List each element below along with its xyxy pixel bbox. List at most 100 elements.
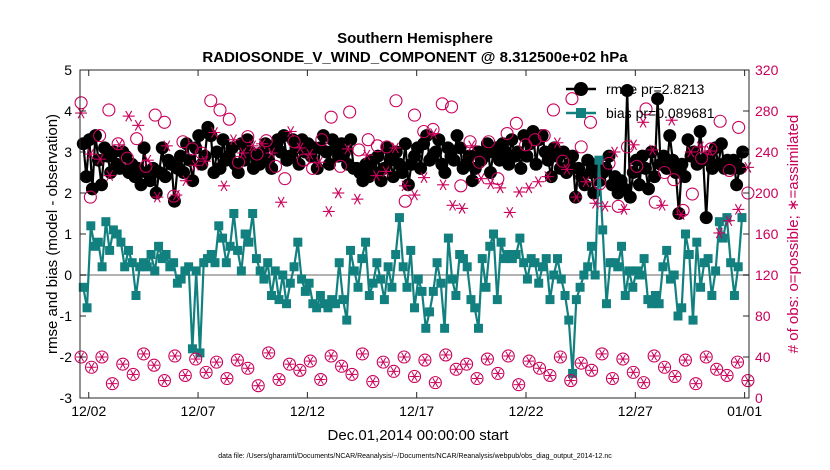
bias-point xyxy=(703,254,713,264)
asterisk-stroke xyxy=(547,370,553,381)
assimilated-point xyxy=(430,378,441,388)
bias-point xyxy=(515,233,525,243)
asterisk-stroke xyxy=(344,143,352,155)
possible-point xyxy=(626,365,640,379)
bias-point xyxy=(436,278,446,288)
possible-point xyxy=(111,137,125,151)
asterisk-stroke xyxy=(494,368,501,378)
asterisk-stroke xyxy=(534,176,542,188)
asterisk-stroke xyxy=(230,134,237,146)
possible-point xyxy=(470,371,484,386)
possible-point xyxy=(157,115,171,129)
rmse-point xyxy=(401,178,415,192)
asterisk-stroke xyxy=(487,178,495,190)
asterisk-stroke xyxy=(249,140,257,152)
bias-point xyxy=(425,307,435,317)
rmse-point xyxy=(730,178,744,192)
bias-point xyxy=(101,217,111,227)
bias-point xyxy=(142,262,152,272)
bias-point xyxy=(263,258,273,268)
assimilated-point xyxy=(560,163,573,175)
possible-point xyxy=(282,357,297,371)
asterisk-stroke xyxy=(307,356,314,366)
possible-point xyxy=(130,132,144,146)
asterisk-stroke xyxy=(567,375,574,386)
assimilated-point xyxy=(357,349,368,359)
bias-point xyxy=(590,270,600,280)
possible-point xyxy=(500,127,514,141)
possible-point xyxy=(537,129,551,143)
assimilated-point xyxy=(607,373,618,384)
bias-point xyxy=(191,266,201,276)
bias-point xyxy=(534,278,544,288)
assimilated-point xyxy=(617,354,628,364)
right-y-axis-label: # of obs: o=possible; ∗=assimilated xyxy=(785,115,802,354)
possible-point xyxy=(602,156,616,170)
asterisk-stroke xyxy=(715,227,723,239)
possible-point xyxy=(352,143,366,157)
rmse-point xyxy=(693,125,707,138)
possible-point xyxy=(741,374,755,388)
chart-title-line2: RADIOSONDE_V_WIND_COMPONENT @ 8.312500e+… xyxy=(202,49,628,66)
possible-point xyxy=(222,112,236,126)
assimilated-point xyxy=(389,142,402,154)
bias-point xyxy=(568,368,578,378)
asterisk-stroke xyxy=(125,110,133,122)
asterisk-stroke xyxy=(651,351,658,361)
possible-point xyxy=(370,139,385,153)
bias-point xyxy=(684,250,694,259)
assimilated-point xyxy=(284,359,295,369)
possible-point xyxy=(315,133,329,147)
bias-point xyxy=(692,237,702,247)
asterisk-stroke xyxy=(582,176,590,188)
bias-point xyxy=(312,303,322,313)
bias-point xyxy=(240,229,250,239)
rmse-point xyxy=(736,145,750,159)
possible-point xyxy=(428,376,442,390)
asterisk-stroke xyxy=(463,359,470,369)
bias-point xyxy=(428,286,438,296)
asterisk-stroke xyxy=(353,193,361,205)
assimilated-point xyxy=(159,375,170,386)
assimilated-point xyxy=(741,161,754,173)
x-tick-label: 12/27 xyxy=(618,403,653,419)
rmse-point xyxy=(186,174,200,188)
assimilated-point xyxy=(336,361,347,371)
x-axis: 12/02 12/07 12/12 12/17 12/22 12/27 01/01 xyxy=(71,70,762,419)
assimilated-point xyxy=(294,142,307,154)
bias-point xyxy=(297,274,307,284)
assimilated-point xyxy=(713,227,726,239)
asterisk-stroke xyxy=(153,191,161,203)
bias-point xyxy=(583,262,593,272)
possible-point xyxy=(710,362,724,376)
asterisk-stroke xyxy=(191,159,199,171)
assimilated-point xyxy=(408,189,421,201)
assimilated-point xyxy=(451,364,462,374)
legend: rmse pr=2.8213 bias pr=0.089681 xyxy=(566,81,715,121)
assimilated-point xyxy=(532,176,545,188)
bias-point xyxy=(733,262,743,272)
bias-point xyxy=(206,250,216,259)
bias-point xyxy=(112,229,122,239)
possible-point xyxy=(189,352,203,366)
bias-point xyxy=(372,258,382,268)
possible-point xyxy=(522,354,536,368)
assimilated-point xyxy=(684,146,697,158)
assimilated-point xyxy=(128,369,139,380)
bias-point xyxy=(714,217,724,227)
asterisk-stroke xyxy=(98,352,105,362)
assimilated-point xyxy=(522,182,535,194)
asterisk-stroke xyxy=(619,354,626,364)
bias-point xyxy=(696,282,706,292)
rmse-point xyxy=(371,149,385,163)
legend-rmse-marker xyxy=(574,82,588,96)
bias-point xyxy=(586,241,596,251)
possible-point xyxy=(262,346,276,360)
asterisk-stroke xyxy=(544,171,552,183)
possible-point xyxy=(199,365,213,379)
rmse-point xyxy=(641,182,655,196)
possible-point xyxy=(449,362,463,376)
assimilated-point xyxy=(180,370,191,381)
bias-point xyxy=(673,311,683,321)
asterisk-stroke xyxy=(239,147,247,159)
